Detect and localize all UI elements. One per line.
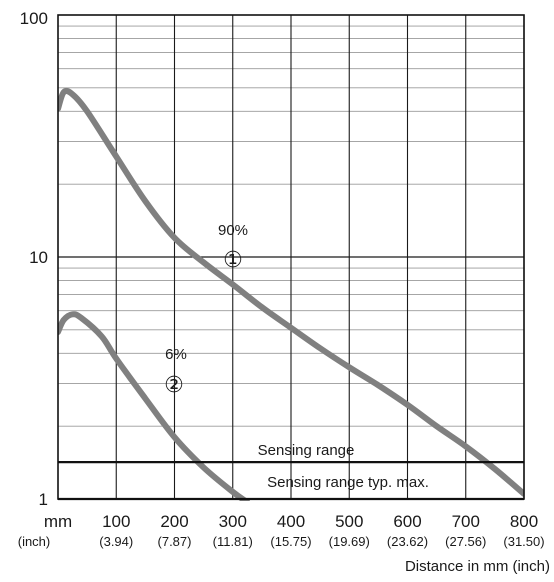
series-line-2 [58, 311, 251, 501]
series-marker-2: ② [164, 373, 184, 398]
x-unit-label: mm [44, 512, 72, 531]
series-line-1 [58, 87, 524, 497]
x-tick-label: 500 [335, 512, 363, 531]
x-unit-label-secondary: (inch) [18, 534, 51, 549]
series-marker-1: ① [223, 248, 243, 273]
x-tick-label-secondary: (11.81) [213, 534, 253, 549]
x-tick-label-secondary: (27.56) [445, 534, 486, 549]
x-tick-labels: 100 (3.94) 200 (7.87) 300 (11.81) 400 (15.75) 50… [99, 512, 544, 549]
plot-border [57, 14, 525, 500]
x-tick-label-secondary: (3.94) [99, 534, 133, 549]
grid-lines [58, 15, 525, 499]
y-tick-label: 1 [39, 490, 48, 509]
ref-line-label-sensing-range: Sensing range [258, 442, 355, 459]
series-lines [58, 87, 524, 501]
x-tick-label-secondary: (19.69) [329, 534, 370, 549]
x-tick-label: 800 [510, 512, 538, 531]
y-tick-label: 100 [20, 9, 48, 28]
x-tick-label: 200 [160, 512, 188, 531]
x-tick-label: 300 [219, 512, 247, 531]
ref-line-label-typ-max: Sensing range typ. max. [267, 474, 429, 491]
series-label-90: 90% [218, 222, 248, 239]
x-tick-label-secondary: (15.75) [270, 534, 311, 549]
x-tick-label: 700 [452, 512, 480, 531]
series-label-6: 6% [165, 346, 187, 363]
x-tick-label: 100 [102, 512, 130, 531]
x-tick-label: 600 [393, 512, 421, 531]
x-tick-label-secondary: (31.50) [503, 534, 544, 549]
x-tick-label-secondary: (23.62) [387, 534, 428, 549]
y-tick-label: 10 [29, 248, 48, 267]
x-tick-label-secondary: (7.87) [158, 534, 192, 549]
plot-frame [57, 14, 525, 500]
x-tick-label: 400 [277, 512, 305, 531]
x-axis-title: Distance in mm (inch) [405, 558, 550, 575]
